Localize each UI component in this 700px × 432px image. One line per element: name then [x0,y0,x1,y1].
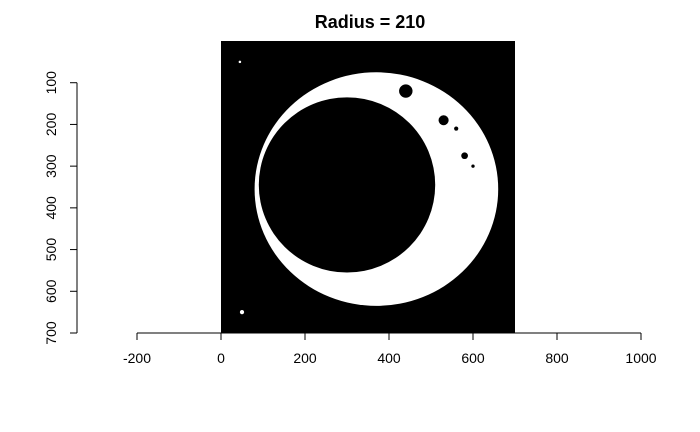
raster-image [221,41,515,333]
inner-disk [258,97,436,273]
y-tick-label: 300 [43,154,59,178]
blob-1 [438,115,449,126]
blob-6 [471,164,475,168]
blob-4 [239,310,245,315]
y-tick-label: 100 [43,71,59,95]
blob-0 [399,84,413,98]
y-tick-label: 700 [43,321,59,345]
y-axis: 100 200 300 400 500 600 700 [43,71,78,345]
x-tick-label: 800 [545,350,569,366]
y-tick-label: 500 [43,238,59,262]
blob-3 [454,126,459,131]
x-tick-label: 600 [461,350,485,366]
chart-title: Radius = 210 [315,12,426,32]
blob-5 [238,60,242,64]
x-tick-label: 1000 [625,350,656,366]
x-tick-label: -200 [123,350,151,366]
y-tick-label: 400 [43,196,59,220]
blob-2 [461,152,468,160]
x-tick-label: 0 [217,350,225,366]
x-tick-label: 400 [377,350,401,366]
y-tick-label: 600 [43,279,59,303]
x-axis: -200 0 200 400 600 800 1000 [123,332,657,366]
x-tick-label: 200 [293,350,317,366]
y-tick-label: 200 [43,113,59,137]
